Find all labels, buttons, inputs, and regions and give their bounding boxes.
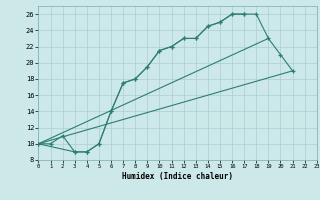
X-axis label: Humidex (Indice chaleur): Humidex (Indice chaleur) — [122, 172, 233, 181]
